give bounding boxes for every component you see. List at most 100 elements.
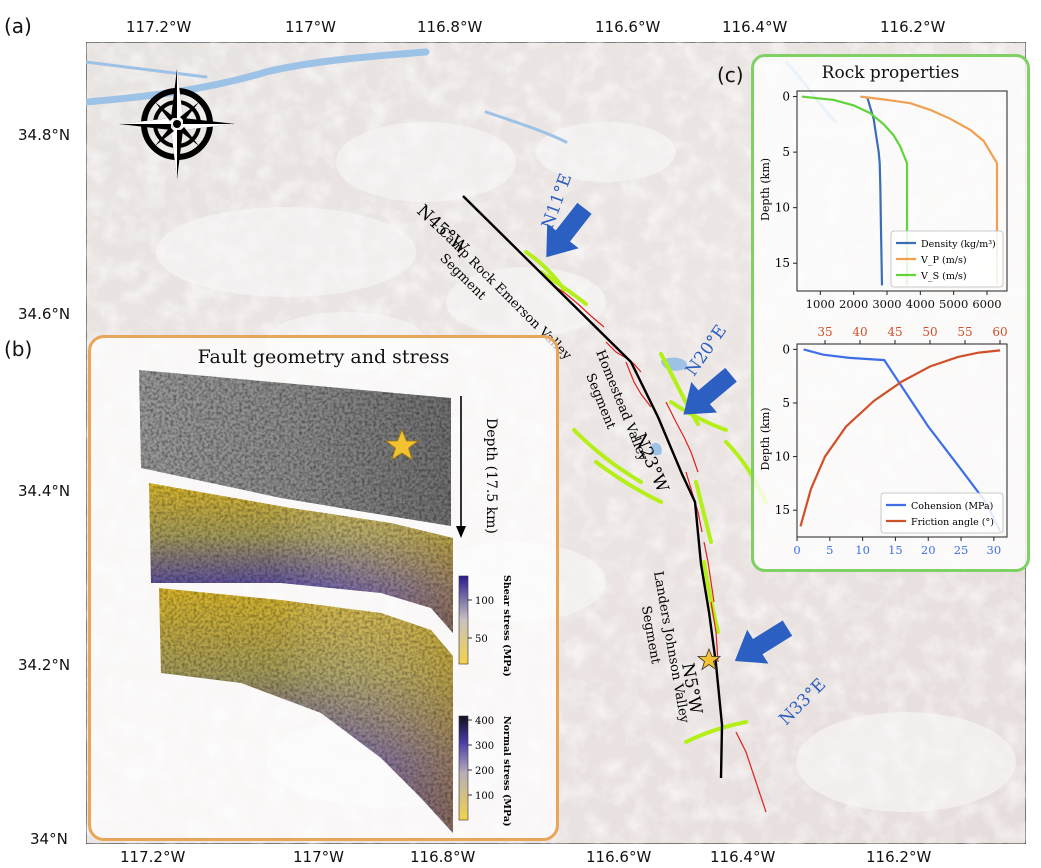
depth-arrow-head — [456, 526, 466, 538]
lat-tick: 34.6°N — [18, 305, 71, 323]
lat-tick: 34°N — [30, 830, 68, 848]
top-x-tick-label: 45 — [887, 325, 902, 339]
x-tick-label: 6000 — [972, 297, 1001, 311]
fault-geometry-figure: Depth (17.5 km) 100 50 Shear stress (MPa… — [139, 370, 512, 833]
rock-panel-title: Rock properties — [821, 63, 960, 83]
y-tick-label: 15 — [775, 256, 790, 270]
lon-tick: 116.2°W — [880, 18, 946, 36]
chart-frame — [796, 343, 1008, 538]
lat-tick: 34.2°N — [18, 656, 71, 674]
normal-colorbar — [458, 715, 469, 821]
shear-colorbar — [458, 575, 469, 665]
lon-tick: 117°W — [285, 18, 336, 36]
series-line — [865, 96, 884, 286]
fault-surface-geometry — [139, 370, 451, 526]
x-tick-label: 25 — [954, 543, 969, 557]
legend-box — [880, 492, 1004, 534]
shear-stress-surface — [149, 483, 453, 633]
x-tick-label: 3000 — [872, 297, 901, 311]
secondary-faults — [524, 250, 768, 744]
legend-box — [890, 230, 1004, 288]
longitude-ticks-top: 117.2°W 117°W 116.8°W 116.6°W 116.4°W 11… — [0, 18, 1041, 42]
y-tick-label: 5 — [782, 396, 790, 410]
longitude-ticks-bottom: 117.2°W 117°W 116.8°W 116.6°W 116.4°W 11… — [0, 848, 1041, 868]
stress-arrow-icon — [683, 367, 737, 415]
x-tick-label: 15 — [888, 543, 903, 557]
lon-tick: 117.2°W — [126, 18, 192, 36]
stress-arrow-icon — [546, 202, 592, 258]
panel-label-c: (c) — [717, 63, 744, 87]
lon-tick: 117°W — [293, 848, 344, 866]
legend-entry: V_S (m/s) — [920, 271, 967, 282]
x-tick-label: 2000 — [839, 297, 868, 311]
shear-colorbar-label: Shear stress (MPa) — [501, 575, 512, 677]
normal-colorbar-tick: 100 — [475, 791, 494, 802]
y-tick-label: 5 — [782, 145, 790, 159]
chart-frame — [796, 90, 1008, 292]
compass-rose-icon — [119, 69, 235, 179]
panel-label-a: (a) — [4, 14, 32, 38]
lon-tick: 117.2°W — [120, 848, 186, 866]
top-x-tick-label: 35 — [817, 325, 832, 339]
x-tick-label: 5000 — [939, 297, 968, 311]
top-x-tick-label: 55 — [957, 325, 972, 339]
y-tick-label: 0 — [782, 90, 790, 104]
epicenter-star-icon — [384, 428, 420, 461]
y-tick-label: 10 — [775, 201, 790, 215]
lon-tick: 116.8°W — [410, 848, 476, 866]
chart-legend: Density (kg/m³) V_P (m/s) V_S (m/s) — [890, 230, 1004, 288]
chart-legend: Cohension (MPa) Friction angle (°) — [880, 492, 1004, 534]
stress-arrow-icon — [734, 620, 793, 664]
series-line — [799, 349, 1001, 527]
lon-tick: 116.8°W — [417, 18, 483, 36]
series-line — [801, 95, 909, 286]
lon-tick: 116.4°W — [710, 848, 776, 866]
series-line — [860, 95, 999, 286]
legend-entry: Cohension (MPa) — [911, 501, 993, 512]
x-tick-label: 30 — [987, 543, 1002, 557]
top-x-tick-label: 60 — [992, 325, 1007, 339]
y-tick-label: 0 — [782, 342, 790, 356]
lon-tick: 116.6°W — [586, 848, 652, 866]
shear-colorbar-tick: 50 — [475, 634, 488, 645]
normal-colorbar-tick: 200 — [475, 766, 494, 777]
top-x-tick-label: 40 — [852, 325, 867, 339]
fault-geometry-panel: Fault geometry and stress — [88, 335, 559, 841]
depth-label: Depth (17.5 km) — [483, 418, 499, 534]
fault-panel-title: Fault geometry and stress — [197, 346, 450, 368]
normal-colorbar-tick: 300 — [475, 741, 494, 752]
rock-chart-2: 0 5 10 15 0 5 10 15 20 25 30 35 40 45 50 55 60 Depth (km)… — [759, 325, 1008, 557]
epicenter-star-icon — [696, 647, 722, 671]
x-tick-label: 4000 — [906, 297, 935, 311]
normal-colorbar-tick: 400 — [475, 716, 494, 727]
legend-entry: V_P (m/s) — [920, 255, 967, 266]
y-axis-label: Depth (km) — [759, 158, 772, 221]
x-tick-label: 5 — [826, 543, 833, 557]
top-x-tick-label: 50 — [922, 325, 937, 339]
series-line — [803, 348, 1002, 533]
rock-chart-1: 0 5 10 15 1000 2000 3000 4000 5000 6000 Depth (km)… — [759, 90, 1008, 311]
water-body — [650, 442, 662, 456]
lon-tick: 116.2°W — [866, 848, 932, 866]
legend-entry: Friction angle (°) — [911, 517, 994, 528]
lon-tick: 116.4°W — [722, 18, 788, 36]
x-tick-label: 0 — [793, 543, 800, 557]
normal-colorbar-label: Normal stress (MPa) — [501, 716, 512, 827]
y-axis-label: Depth (km) — [759, 407, 772, 470]
shear-colorbar-tick: 100 — [475, 596, 494, 607]
y-tick-label: 15 — [775, 503, 790, 517]
x-tick-label: 1000 — [806, 297, 835, 311]
legend-entry: Density (kg/m³) — [921, 239, 996, 250]
x-tick-label: 10 — [855, 543, 870, 557]
rock-properties-panel: Rock properties 0 5 10 15 1000 2000 3000 4000 50… — [751, 54, 1030, 572]
lat-tick: 34.8°N — [18, 126, 71, 144]
lon-tick: 116.6°W — [595, 18, 661, 36]
y-tick-label: 10 — [775, 450, 790, 464]
panel-label-b: (b) — [4, 337, 33, 361]
latitude-ticks: 34.8°N 34.6°N 34.4°N 34.2°N 34°N — [0, 0, 85, 868]
normal-stress-surface — [159, 588, 453, 833]
lat-tick: 34.4°N — [18, 482, 71, 500]
x-tick-label: 20 — [921, 543, 936, 557]
main-fault-trace — [462, 195, 724, 779]
